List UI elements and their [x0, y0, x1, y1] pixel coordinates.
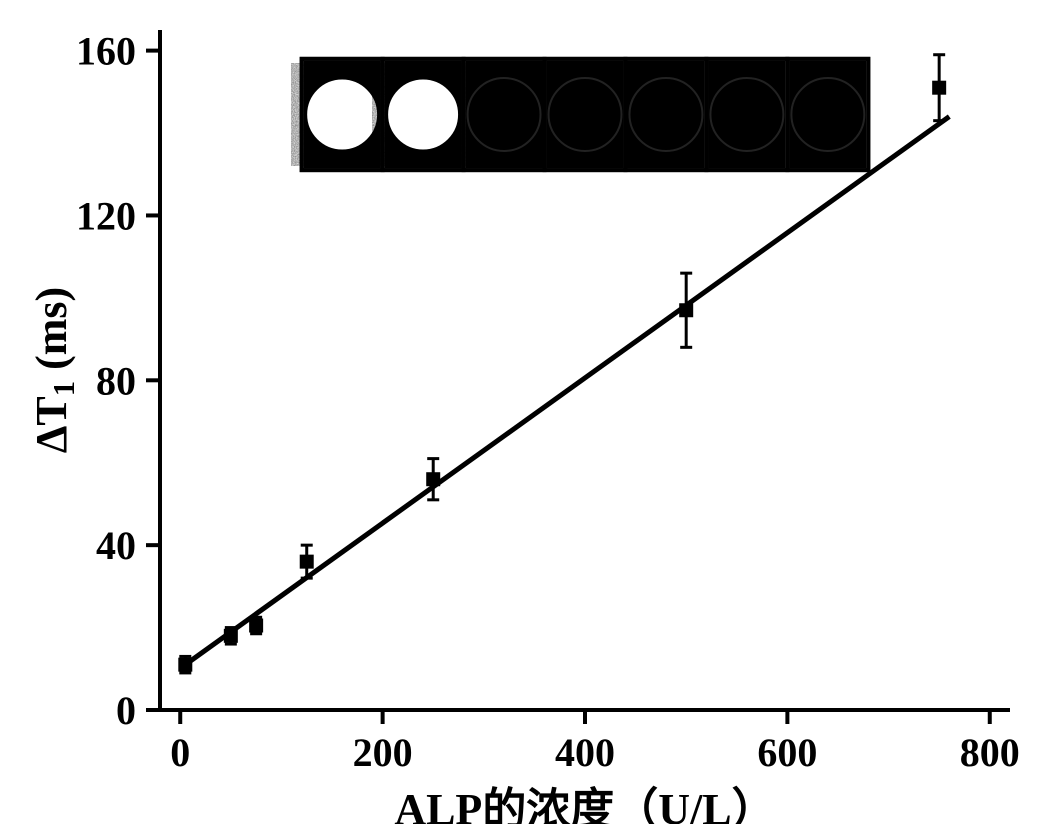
chart-container: 0 200 400 600 800 0 40 80 120 160 ALP的浓度（U/L） ΔT1 (…: [0, 0, 1051, 824]
svg-text:400: 400: [555, 730, 615, 775]
svg-text:0: 0: [116, 688, 136, 733]
svg-text:ALP的浓度（U/L）: ALP的浓度（U/L）: [394, 785, 775, 824]
svg-text:200: 200: [353, 730, 413, 775]
svg-text:160: 160: [76, 29, 136, 74]
svg-text:600: 600: [757, 730, 817, 775]
svg-text:40: 40: [96, 523, 136, 568]
chart-svg: 0 200 400 600 800 0 40 80 120 160 ALP的浓度（U/L） ΔT1 (…: [0, 0, 1051, 824]
svg-text:0: 0: [170, 730, 190, 775]
svg-text:80: 80: [96, 358, 136, 403]
svg-text:800: 800: [960, 730, 1020, 775]
svg-text:ΔT1 (ms): ΔT1 (ms): [27, 287, 81, 453]
svg-text:120: 120: [76, 193, 136, 238]
